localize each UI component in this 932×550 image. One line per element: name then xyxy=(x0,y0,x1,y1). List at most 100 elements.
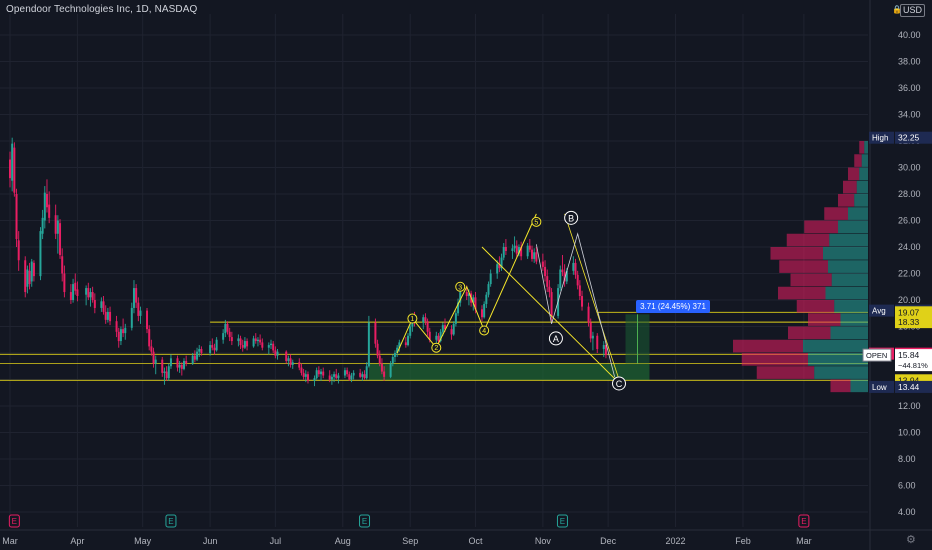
y-tick-label: 12.00 xyxy=(898,401,921,411)
grid-layer xyxy=(0,14,868,527)
currency-label[interactable]: USD xyxy=(900,4,926,17)
x-tick-label: Mar xyxy=(796,536,812,546)
candle-body xyxy=(196,351,199,360)
volume-profile-bar-up xyxy=(850,379,868,393)
candle-body xyxy=(165,371,168,379)
candle-body xyxy=(565,270,568,282)
volume-profile-bar-up xyxy=(823,247,868,260)
candle-body xyxy=(85,288,88,295)
candle-body xyxy=(363,374,366,379)
candle-body xyxy=(135,288,138,303)
candle-body xyxy=(89,292,92,298)
candle-body xyxy=(76,289,79,297)
candle-body xyxy=(176,358,179,368)
y-tick-label: 22.00 xyxy=(898,269,921,279)
candle-body xyxy=(154,359,157,364)
candle-body xyxy=(276,351,279,356)
earnings-marker xyxy=(165,514,177,528)
high-value: 32.25 xyxy=(898,133,920,143)
earnings-marker-label: E xyxy=(12,517,17,526)
x-tick-label: Mar xyxy=(2,536,18,546)
candle-body xyxy=(61,256,64,274)
gear-icon[interactable]: ⚙ xyxy=(906,534,916,546)
x-tick-label: Oct xyxy=(468,536,483,546)
volume-profile-bar-down xyxy=(830,379,851,393)
x-tick-label: Jul xyxy=(270,536,282,546)
level-value: 19.07 xyxy=(898,307,920,317)
volume-profile-bar-down xyxy=(838,194,855,207)
candle-body xyxy=(122,329,125,334)
candle-body xyxy=(439,331,442,342)
candle-body xyxy=(139,310,142,316)
volume-profile-bar-up xyxy=(828,260,868,273)
candle-body xyxy=(498,264,501,269)
candle-body xyxy=(559,269,562,289)
candle-body xyxy=(291,362,294,365)
volume-profile-bar-down xyxy=(786,233,830,247)
candle-body xyxy=(407,335,410,346)
abc-marker xyxy=(612,376,626,391)
candle-body xyxy=(200,349,203,353)
abc-marker xyxy=(564,210,579,225)
candle-body xyxy=(306,374,309,381)
abc-marker-label: B xyxy=(568,213,574,223)
candle-body xyxy=(502,247,505,258)
candle-body xyxy=(91,292,94,300)
candle-body xyxy=(337,375,340,379)
candle-body xyxy=(335,374,338,379)
candle-body xyxy=(48,204,51,218)
candle-body xyxy=(561,269,564,273)
candle-body xyxy=(602,345,605,350)
candle-body xyxy=(11,143,14,181)
candle-body xyxy=(389,363,392,377)
candle-body xyxy=(531,249,533,259)
x-tick-label: Nov xyxy=(535,536,552,546)
candle-body xyxy=(515,245,518,254)
earnings-marker xyxy=(8,514,20,528)
volume-profile-bar-up xyxy=(840,313,868,326)
volume-profile-bar-down xyxy=(778,286,826,300)
candle-body xyxy=(393,353,396,357)
candle-body xyxy=(424,317,427,322)
measure-label: 3.71 (24.45%) 371 xyxy=(640,302,706,311)
candle-body xyxy=(333,374,336,377)
wave-marker-label: 1 xyxy=(410,316,414,323)
y-tick-label: 34.00 xyxy=(898,110,921,120)
y-tick-label: 38.00 xyxy=(898,57,921,67)
earnings-marker-label: E xyxy=(801,517,806,526)
candle-body xyxy=(367,322,370,367)
candle-body xyxy=(152,351,155,364)
level-value: 18.33 xyxy=(898,317,920,327)
level-value-box xyxy=(895,316,932,329)
candle-body xyxy=(246,341,249,347)
candle-body xyxy=(504,247,507,251)
candle-body xyxy=(315,370,318,379)
candle-body xyxy=(396,347,399,353)
y-tick-label: 20.00 xyxy=(898,295,921,305)
candle-body xyxy=(422,317,425,323)
candle-body xyxy=(274,350,277,356)
candle-body xyxy=(54,215,57,234)
candle-body xyxy=(146,310,149,330)
candle-body xyxy=(259,339,262,343)
candle-body xyxy=(313,378,316,381)
volume-profile-bar-down xyxy=(808,313,841,326)
x-tick-label: Apr xyxy=(70,536,84,546)
candle-body xyxy=(178,364,181,368)
candle-body xyxy=(541,261,544,267)
volume-profile-bar-down xyxy=(796,300,835,313)
candle-body xyxy=(59,223,62,255)
lock-icon[interactable]: 🔒 xyxy=(892,5,902,14)
open-tag-box xyxy=(862,348,892,362)
candle-body xyxy=(163,371,166,373)
candle-body xyxy=(546,276,549,287)
volume-profile-bar-up xyxy=(829,233,868,247)
candle-body xyxy=(457,302,460,314)
x-tick-label: 2022 xyxy=(666,536,686,546)
low-tag: Low xyxy=(872,383,887,392)
candle-body xyxy=(587,306,590,323)
candle-body xyxy=(100,301,103,308)
y-tick-label: 28.00 xyxy=(898,189,921,199)
candle-body xyxy=(346,370,349,375)
